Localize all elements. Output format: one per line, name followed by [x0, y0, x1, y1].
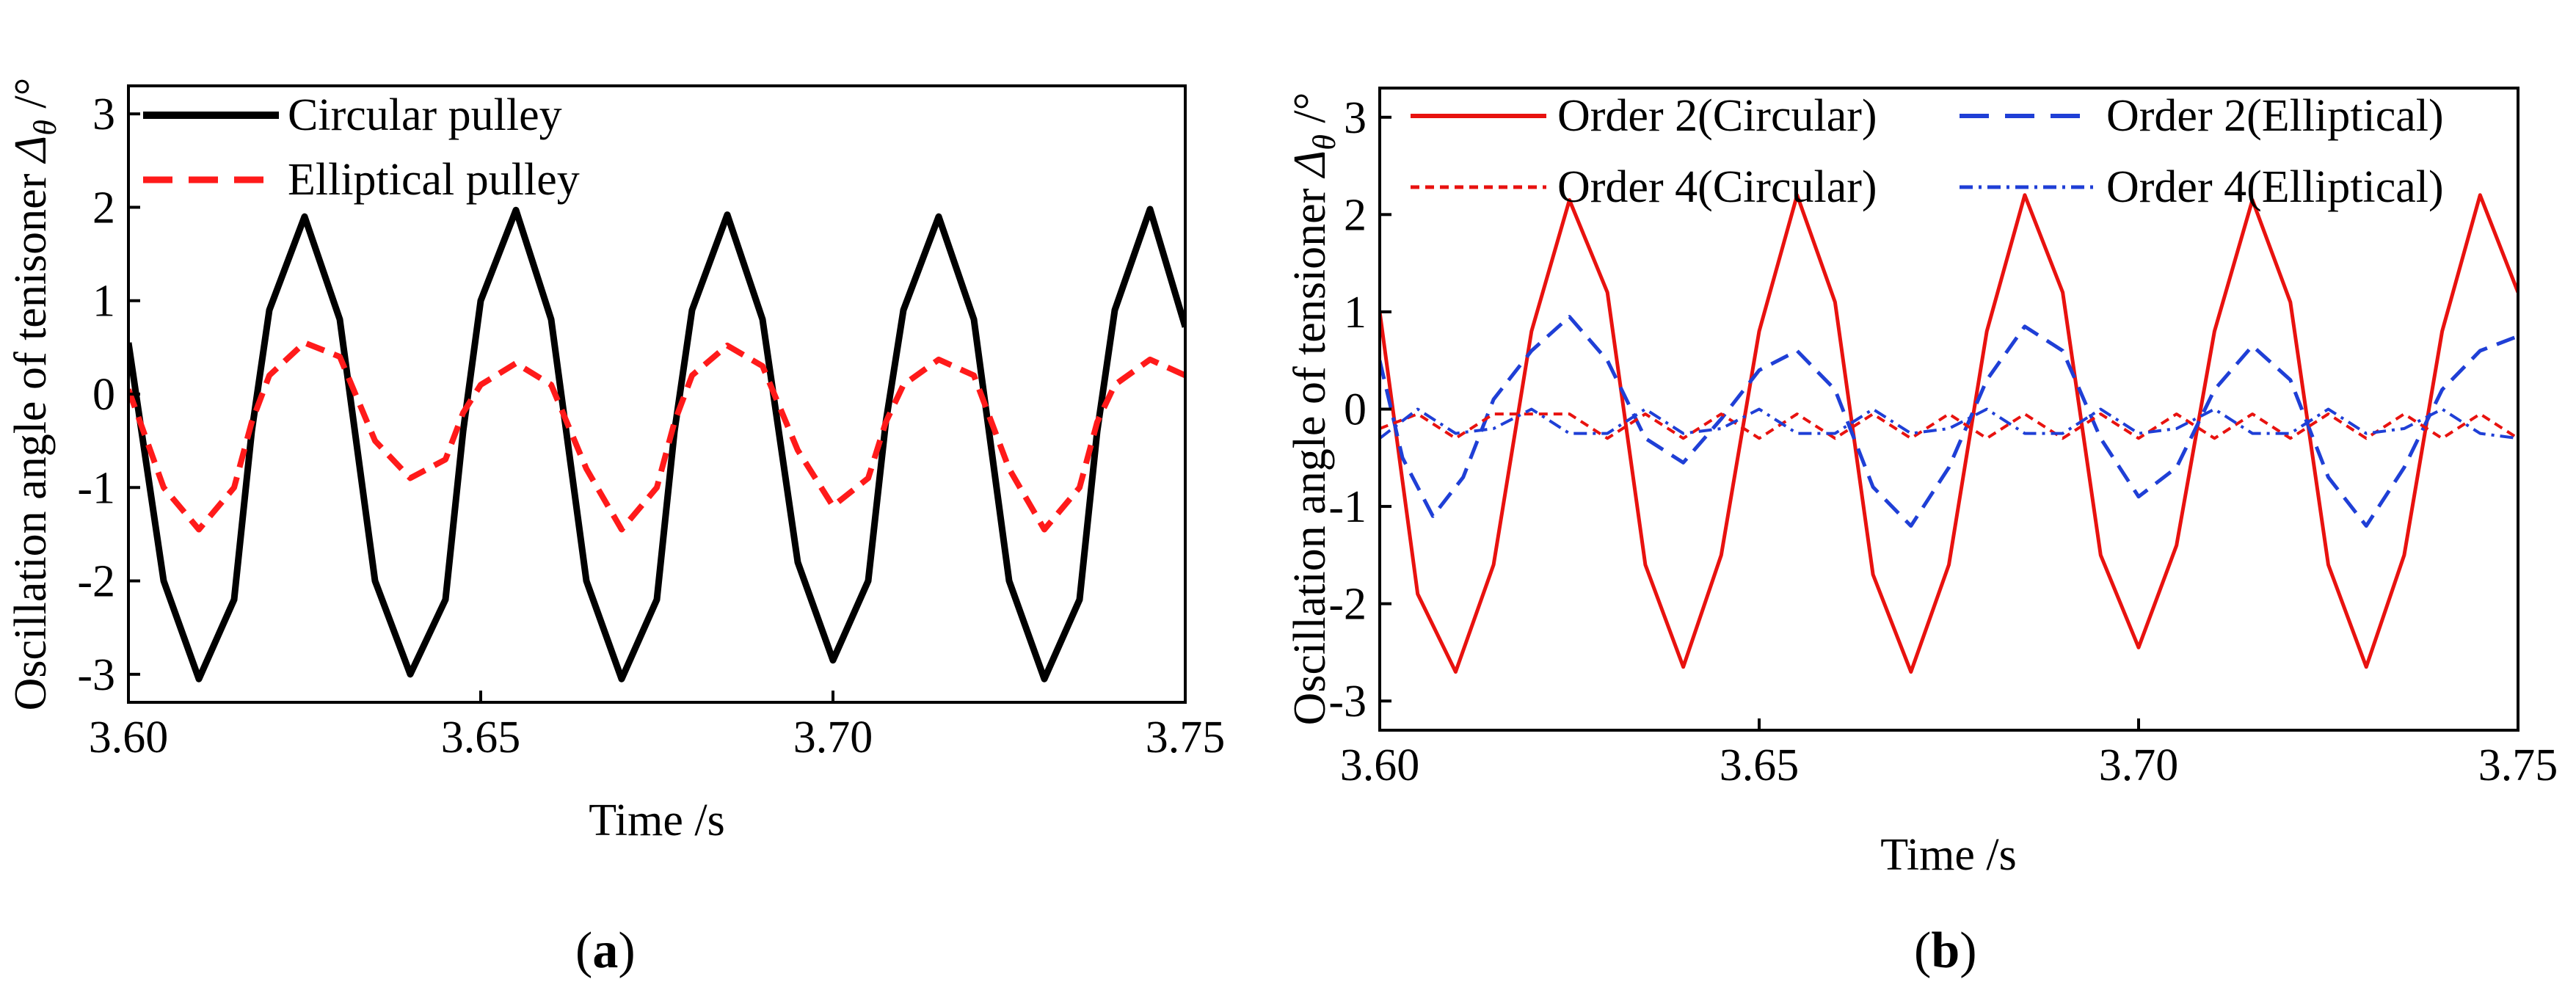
- y-tick-label: 3: [92, 90, 115, 139]
- legend-label-order2-circular: Order 2(Circular): [1557, 91, 1877, 141]
- panel-a-plot-frame: [127, 84, 1187, 704]
- y-tick-label: 0: [92, 370, 115, 420]
- panel-a-label: (a): [575, 922, 636, 979]
- panel-b-x-axis-title: Time /s: [1880, 830, 2017, 880]
- x-tick-label: 3.65: [1720, 740, 1800, 790]
- y-tick-label: -1: [1328, 482, 1367, 532]
- panel-b-series-layer: [1380, 193, 2518, 674]
- x-tick-label: 3.70: [2099, 740, 2179, 790]
- y-tick-label: 1: [92, 277, 115, 327]
- series-line-order-4-elliptical: [1380, 407, 2518, 440]
- panel-a-y-axis-title: Oscillation angle of tenisoner Δθ /°: [6, 78, 63, 711]
- x-tick-label: 3.70: [793, 713, 873, 762]
- series-line-circular-pulley: [128, 205, 1185, 682]
- panel-a-series-layer: [128, 205, 1185, 682]
- series-line-order-4-circular: [1380, 412, 2518, 440]
- y-tick-label: -1: [77, 463, 115, 513]
- y-tick-label: -2: [1328, 580, 1367, 630]
- panel-a-ticks: 3.60 3.65 3.70 3.75 -3 -2 -1 0 1 2 3: [77, 90, 1225, 762]
- panel-b-y-axis-title: Oscillation angle of tensioner Δθ /°: [1285, 92, 1342, 726]
- legend-label-order2-elliptical: Order 2(Elliptical): [2106, 91, 2444, 141]
- y-tick-label: -2: [77, 557, 115, 607]
- panel-a-chart: 3.60 3.65 3.70 3.75 -3 -2 -1 0 1 2 3 Circular pull…: [6, 78, 1225, 979]
- panel-a-x-axis-title: Time /s: [589, 796, 725, 845]
- y-tick-label: -3: [77, 650, 115, 700]
- series-line-elliptical-pulley: [128, 340, 1185, 533]
- x-tick-label: 3.65: [441, 713, 521, 762]
- panel-b-legend: Order 2(Circular) Order 2(Elliptical) Or…: [1411, 91, 2444, 212]
- y-tick-label: 2: [92, 183, 115, 233]
- x-tick-label: 3.75: [2478, 740, 2558, 790]
- legend-label-order4-circular: Order 4(Circular): [1557, 162, 1877, 212]
- x-tick-label: 3.75: [1146, 713, 1226, 762]
- x-tick-label: 3.60: [89, 713, 169, 762]
- legend-label-order4-elliptical: Order 4(Elliptical): [2106, 162, 2444, 212]
- y-tick-label: -3: [1328, 677, 1367, 727]
- y-tick-label: 2: [1344, 190, 1367, 240]
- panel-a-legend: Circular pulley Elliptical pulley: [143, 90, 580, 205]
- legend-label-elliptical-pulley: Elliptical pulley: [288, 155, 580, 205]
- y-tick-label: 3: [1344, 93, 1367, 143]
- y-tick-label: 1: [1344, 288, 1367, 338]
- legend-label-circular-pulley: Circular pulley: [288, 90, 562, 140]
- panel-b-ticks: 3.60 3.65 3.70 3.75 -3 -2 -1 0 1 2 3: [1328, 93, 2558, 790]
- series-line-order-2-circular: [1380, 193, 2518, 674]
- y-tick-label: 0: [1344, 385, 1367, 435]
- panel-b-label: (b): [1914, 922, 1977, 979]
- panel-b-chart: 3.60 3.65 3.70 3.75 -3 -2 -1 0 1 2 3 Order 2(Circu…: [1285, 87, 2558, 979]
- x-tick-label: 3.60: [1340, 740, 1420, 790]
- series-line-order-2-elliptical: [1380, 315, 2518, 528]
